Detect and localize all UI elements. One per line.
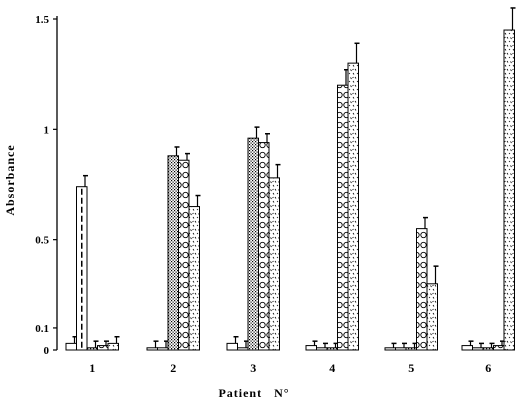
bar bbox=[503, 29, 515, 351]
bar bbox=[76, 186, 88, 351]
bar bbox=[326, 347, 338, 351]
bar bbox=[247, 137, 259, 351]
bar bbox=[472, 347, 484, 351]
x-tick-label: 3 bbox=[250, 361, 256, 375]
y-tick-label: 0.1 bbox=[35, 323, 49, 335]
y-tick-label: 0.5 bbox=[35, 235, 49, 247]
y-tick-label: 1.5 bbox=[35, 14, 49, 26]
bar bbox=[107, 342, 119, 351]
bar bbox=[482, 347, 494, 351]
bar bbox=[384, 347, 396, 351]
bar bbox=[395, 347, 407, 351]
x-tick-label: 2 bbox=[170, 361, 176, 375]
bar bbox=[188, 206, 200, 351]
bar bbox=[146, 347, 158, 351]
x-tick-label: 5 bbox=[408, 361, 414, 375]
bar bbox=[416, 228, 428, 351]
bar bbox=[268, 177, 280, 351]
bar bbox=[226, 342, 238, 351]
bar bbox=[167, 155, 179, 351]
x-tick-label: 4 bbox=[329, 361, 335, 375]
y-axis-title: Absorbance bbox=[3, 144, 17, 215]
bar bbox=[426, 283, 438, 351]
bar bbox=[237, 347, 249, 351]
bar bbox=[493, 345, 505, 351]
x-tick-label: 1 bbox=[89, 361, 95, 375]
x-axis-title: Patient N° bbox=[218, 386, 289, 400]
bars bbox=[65, 7, 516, 351]
axes bbox=[53, 16, 58, 351]
bar bbox=[258, 142, 270, 351]
bar bbox=[157, 347, 169, 351]
bar bbox=[405, 347, 417, 351]
bar bbox=[461, 345, 473, 351]
bar bbox=[65, 342, 77, 351]
bar bbox=[347, 62, 359, 351]
bar bbox=[305, 345, 317, 351]
bar bbox=[316, 347, 328, 351]
y-tick-label: 1 bbox=[44, 124, 50, 136]
bar bbox=[86, 347, 98, 351]
y-tick-label: 0 bbox=[44, 345, 50, 357]
bar bbox=[337, 84, 349, 351]
labels: 0 0.1 0.5 1 1.5 1 2 3 4 5 6 bbox=[35, 14, 491, 375]
x-tick-label: 6 bbox=[485, 361, 491, 375]
bar bbox=[97, 345, 109, 351]
bar bbox=[178, 159, 190, 351]
